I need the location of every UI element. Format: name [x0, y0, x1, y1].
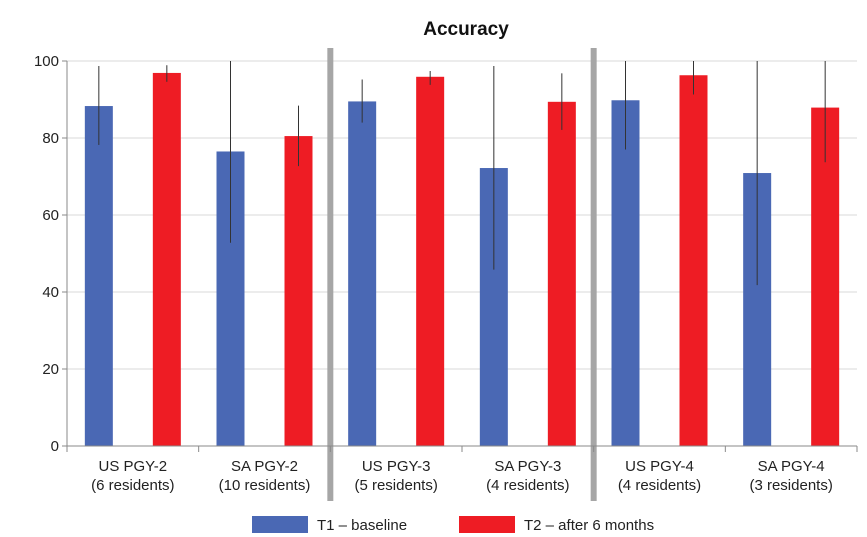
group-separators — [327, 48, 597, 501]
y-tick-label: 100 — [34, 53, 59, 70]
x-axis: US PGY-2 (6 residents) SA PGY-2 (10 residen… — [66, 445, 858, 494]
bar-t2-2 — [416, 76, 445, 446]
category-label: SA PGY-4 — [758, 458, 825, 475]
bar-t2-4 — [679, 75, 708, 447]
category-label: (4 residents) — [486, 477, 569, 494]
category-label: SA PGY-2 — [231, 458, 298, 475]
category-label: US PGY-3 — [362, 458, 431, 475]
bar-t1-4 — [611, 100, 640, 447]
bar-t1-2 — [348, 101, 377, 447]
category-label: SA PGY-3 — [494, 458, 561, 475]
y-tick-label: 40 — [42, 284, 59, 301]
legend-label-t1: T1 – baseline — [317, 517, 407, 534]
gridlines — [67, 60, 857, 447]
category-label: US PGY-4 — [625, 458, 694, 475]
category-label: (3 residents) — [749, 477, 832, 494]
legend: T1 – baseline T2 – after 6 months — [252, 516, 654, 534]
category-label: US PGY-2 — [99, 458, 168, 475]
y-tick-label: 20 — [42, 361, 59, 378]
y-tick-label: 0 — [51, 438, 59, 455]
bar-t2-3 — [547, 101, 576, 446]
bar-t1-0 — [84, 106, 113, 447]
chart-title: Accuracy — [423, 19, 509, 40]
bars — [84, 72, 840, 447]
y-axis: 0 20 40 60 80 100 — [34, 53, 68, 455]
bar-t2-0 — [152, 72, 181, 446]
category-label: (4 residents) — [618, 477, 701, 494]
bar-t2-1 — [284, 136, 313, 446]
category-label: (6 residents) — [91, 477, 174, 494]
category-label: (5 residents) — [354, 477, 437, 494]
legend-label-t2: T2 – after 6 months — [524, 517, 654, 534]
y-tick-label: 80 — [42, 130, 59, 147]
y-tick-label: 60 — [42, 207, 59, 224]
error-bars — [98, 61, 826, 286]
category-label: (10 residents) — [219, 477, 311, 494]
bar-t2-5 — [811, 107, 840, 447]
legend-swatch-t1 — [252, 516, 308, 533]
legend-swatch-t2 — [459, 516, 515, 533]
